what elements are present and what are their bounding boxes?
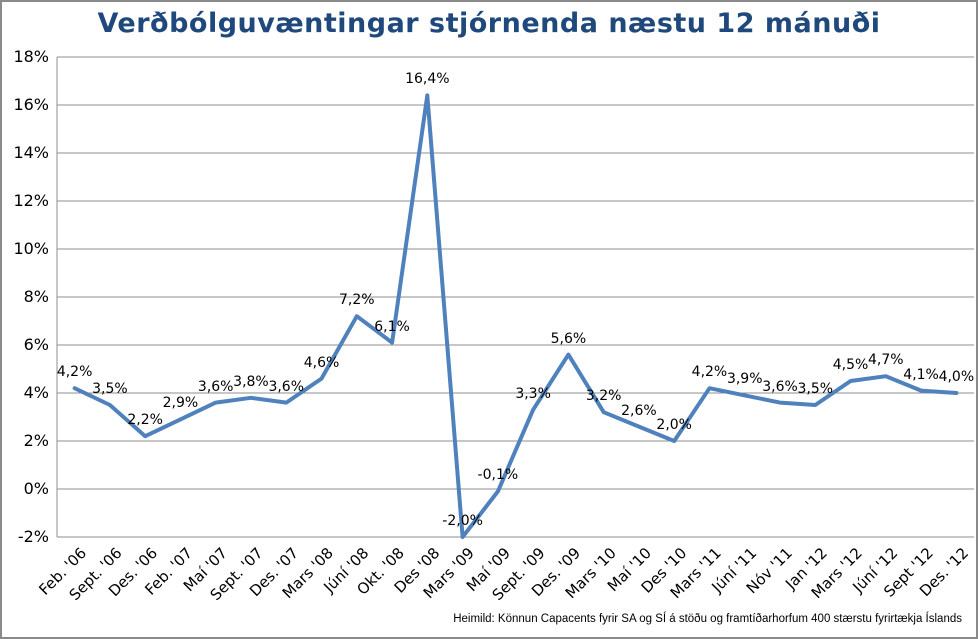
data-point-label: 3,8%: [233, 373, 269, 390]
data-point-label: 3,6%: [197, 378, 234, 395]
series-line-verdbolguvaentingar: [72, 93, 959, 539]
y-axis-tick-label: 0%: [23, 479, 49, 498]
y-axis-tick-label: 2%: [23, 431, 49, 450]
data-point-label: 2,6%: [621, 402, 657, 419]
data-point-label: 3,5%: [797, 381, 834, 397]
data-point-label: 4,6%: [303, 354, 340, 371]
data-point-label: 3,6%: [762, 378, 798, 395]
data-point-label: 4,5%: [832, 357, 869, 373]
data-point-label: 3,9%: [726, 371, 763, 388]
source-note: Heimild: Könnun Capacents fyrir SA og SÍ…: [453, 613, 962, 625]
data-point-label: -0,1%: [477, 467, 519, 484]
y-axis-tick-label: -2%: [17, 527, 49, 546]
y-axis-tick-label: 4%: [23, 383, 49, 402]
data-point-label: 2,2%: [127, 412, 163, 429]
data-point-label: 6,1%: [374, 318, 410, 335]
y-axis-tick-label: 14%: [13, 143, 49, 162]
data-point-label: 4,7%: [868, 352, 904, 369]
y-axis-tick-label: 6%: [23, 335, 49, 354]
data-point-label: 3,3%: [515, 385, 551, 402]
data-point-label: 5,6%: [550, 330, 587, 347]
data-point-label: 7,2%: [338, 292, 375, 309]
y-axis-tick-label: 10%: [13, 239, 49, 258]
data-point-label: 4,2%: [691, 364, 728, 381]
y-axis-tick-label: 8%: [23, 287, 49, 306]
data-point-label: 16,4%: [405, 71, 450, 88]
data-point-label: 4,0%: [938, 369, 975, 385]
data-point-label: 3,5%: [92, 381, 128, 397]
data-point-label: 3,6%: [268, 378, 305, 395]
y-axis-tick-label: 16%: [13, 95, 49, 114]
data-point-label: 2,0%: [656, 417, 692, 433]
chart-title: Verðbólguvæntingar stjórnenda næstu 12 m…: [97, 8, 881, 39]
y-axis-tick-label: 18%: [13, 47, 49, 66]
data-point-label: -2,0%: [442, 513, 483, 529]
data-point-label: 3,2%: [585, 388, 622, 405]
data-point-label: 4,1%: [903, 366, 939, 383]
y-axis-tick-label: 12%: [13, 191, 49, 210]
data-point-label: 2,9%: [162, 395, 199, 412]
data-point-label: 4,2%: [56, 364, 93, 381]
